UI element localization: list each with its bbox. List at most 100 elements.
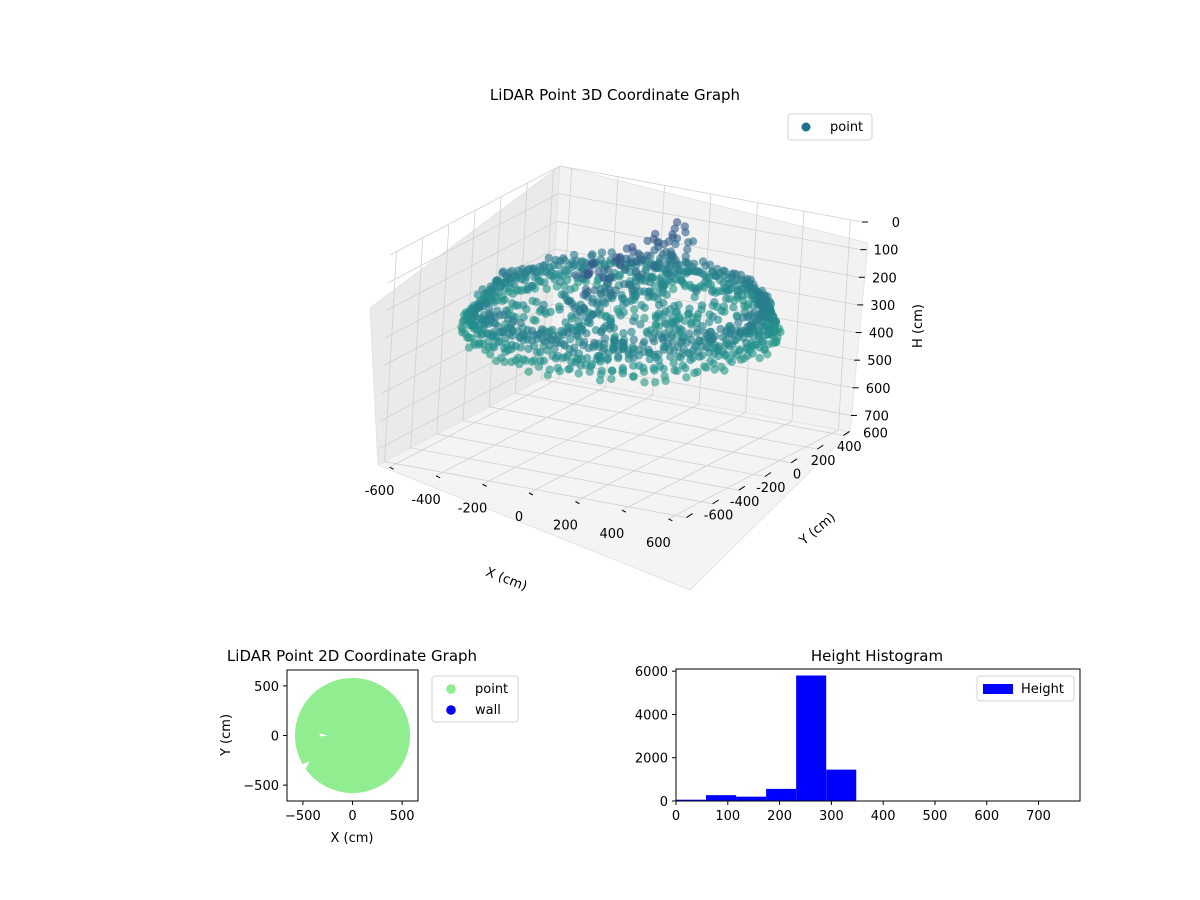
point-3d [600,299,610,308]
point-3d [516,318,525,328]
point-3d [649,292,658,302]
x-tick-label-3d: -200 [458,501,488,516]
point-3d [721,349,730,359]
point-3d [597,248,607,257]
point-3d [755,353,764,363]
point-3d [494,338,503,347]
point-3d [744,300,753,309]
grid-line-y [384,461,687,518]
x-tick-label-3d: -600 [365,484,395,499]
point-3d [689,259,699,268]
point-3d [671,275,681,284]
point-3d [553,363,562,373]
point-3d [497,281,506,290]
x-tick-3d [668,518,673,522]
grid-line-z [386,220,859,311]
point-3d [578,257,587,266]
x-tick-3d [482,483,487,487]
point-3d [672,218,682,227]
point-3d [583,268,593,277]
y-tick-3d [817,444,824,450]
point-3d [686,355,695,365]
point-3d [550,344,559,353]
point-3d [551,255,560,265]
legend-3d-label-point: point [830,120,863,135]
point-3d [516,343,525,352]
point-3d [554,331,563,340]
x-tick-3d [621,509,627,513]
point-3d [507,357,516,367]
point-3d [697,301,707,310]
point-3d [482,289,492,298]
x-tick-label-hist: 600 [974,809,999,824]
chart-histogram: Height Histogram 0 100 200 300 400 500 600 7000… [635,647,1081,824]
x-tick-label-hist: 100 [715,809,740,824]
point-3d [736,328,745,338]
point-3d [588,250,597,259]
histogram-bar [796,675,827,801]
x-tick-label-3d: -400 [411,493,441,508]
point-3d [717,306,726,316]
point-3d [543,346,552,355]
point-3d [520,267,529,277]
point-3d [661,307,670,316]
point-3d [692,328,702,337]
point-3d [692,287,701,296]
legend-2d-marker-wall [446,705,456,715]
point-3d [636,320,645,329]
point-3d [630,305,639,314]
z-tick-label-3d: 200 [872,271,897,286]
point-3d [523,285,532,294]
point-3d [519,301,528,310]
x-tick-label-2d: 0 [348,809,356,824]
point-3d [674,267,683,276]
z-tick-label-3d: 0 [892,216,900,231]
point-3d [511,301,520,310]
point-3d [607,272,616,281]
y-tick-label-2d: 0 [271,730,279,745]
point-3d [728,340,737,350]
z-tick-label-3d: 500 [867,354,892,369]
point-cloud-2d [294,677,411,794]
x-tick-label-2d: 500 [390,809,415,824]
point-3d [705,260,715,269]
y-tick-label-3d: 400 [837,440,862,455]
point-3d [661,376,670,385]
y-tick-label-hist: 0 [660,795,668,810]
point-3d [693,367,702,377]
point-3d [619,343,629,352]
point-3d [588,343,598,352]
point-3d [574,369,583,378]
point-3d [640,303,649,312]
point-3d [659,240,669,249]
point-3d [650,246,659,255]
point-3d [760,345,769,354]
histogram-bar [826,769,857,801]
point-3d [507,340,517,350]
y-tick-label-hist: 2000 [635,752,668,767]
z-tick-label-3d: 300 [870,299,895,314]
point-3d [705,336,715,345]
histogram-ticks: 0 100 200 300 400 500 600 700 0 2000 4000 6000 [635,665,1051,824]
point-3d [743,344,752,354]
point-3d [684,309,693,319]
point-3d [628,285,637,294]
legend-2d-label-point: point [475,682,508,697]
point-3d [714,346,723,355]
z-axis-3d-ticks: 0 100 200 300 400 500 600 700 [850,216,900,424]
histogram-bars [676,675,1067,801]
point-3d [620,265,630,274]
point-3d [662,290,671,299]
point-3d [572,330,581,339]
point-3d [568,258,577,267]
legend-3d: point [787,113,873,141]
point-3d [732,281,741,290]
point-3d [667,250,676,259]
x-tick-label-3d: 0 [515,510,523,525]
y-tick-label-3d: 600 [863,426,888,441]
point-3d [535,263,544,272]
point-3d [507,266,516,276]
z-tick-label-3d: 600 [866,382,891,397]
point-3d [639,367,649,376]
